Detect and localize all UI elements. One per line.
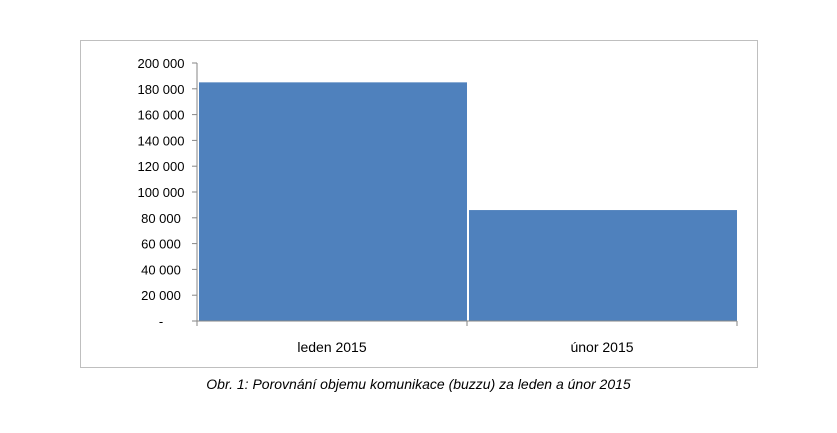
y-tick-label-10: 200 000 <box>138 56 185 71</box>
y-tick-label-9: 180 000 <box>138 82 185 97</box>
y-tick-label-2: 40 000 <box>141 262 181 277</box>
y-tick-label-4: 80 000 <box>141 211 181 226</box>
y-tick-label-5: 100 000 <box>138 185 185 200</box>
y-tick-label-7: 140 000 <box>138 133 185 148</box>
y-tick-label-3: 60 000 <box>141 237 181 252</box>
y-tick-label-6: 120 000 <box>138 159 185 174</box>
bar-0 <box>199 82 467 321</box>
y-tick-label-0: - <box>159 314 163 329</box>
x-category-label-0: leden 2015 <box>297 339 367 355</box>
bar-1 <box>469 210 737 321</box>
y-tick-label-1: 20 000 <box>141 288 181 303</box>
y-tick-label-8: 160 000 <box>138 108 185 123</box>
x-category-label-1: únor 2015 <box>570 339 633 355</box>
figure-caption: Obr. 1: Porovnání objemu komunikace (buz… <box>206 376 631 392</box>
